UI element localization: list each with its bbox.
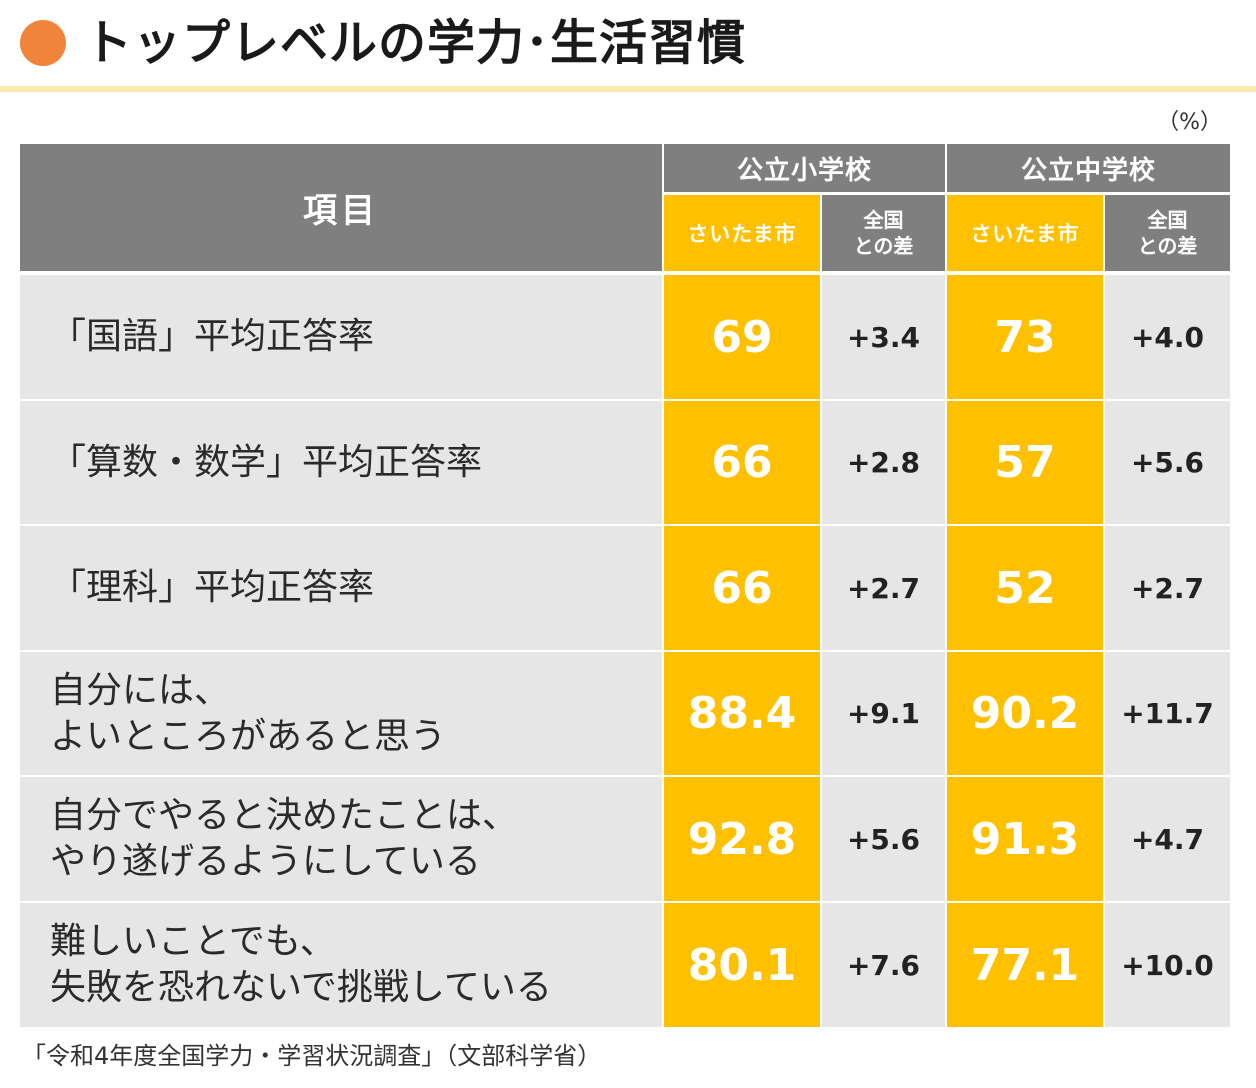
junior-high-diff-value: +2.7 bbox=[1105, 526, 1230, 650]
item-column-header: 項目 bbox=[20, 144, 662, 271]
elementary-city-value: 92.8 bbox=[664, 777, 820, 901]
row-label: 自分でやると決めたことは、 やり遂げるようにしている bbox=[20, 777, 662, 901]
elementary-city-value: 69 bbox=[664, 275, 820, 399]
diff-header-line-2: との差 bbox=[1137, 234, 1198, 258]
junior-high-national-diff-header: 全国 との差 bbox=[1105, 195, 1230, 271]
elementary-diff-value: +9.1 bbox=[822, 652, 945, 775]
source-note: 「令和4年度全国学力・学習状況調査」（文部科学省） bbox=[22, 1042, 602, 1070]
junior-high-city-value: 77.1 bbox=[947, 903, 1103, 1027]
elementary-diff-value: +2.7 bbox=[822, 526, 945, 650]
elementary-city-value: 88.4 bbox=[664, 652, 820, 775]
row-label: 自分には、 よいところがあると思う bbox=[20, 652, 662, 775]
elementary-city-value: 66 bbox=[664, 526, 820, 650]
diff-header-line-1: 全国 bbox=[863, 208, 904, 232]
junior-high-city-value: 90.2 bbox=[947, 652, 1103, 775]
row-label: 「理科」平均正答率 bbox=[20, 526, 662, 650]
junior-high-diff-value: +4.0 bbox=[1105, 275, 1230, 399]
junior-high-city-value: 52 bbox=[947, 526, 1103, 650]
page-title: トップレベルの学力･生活習慣 bbox=[84, 15, 747, 71]
junior-high-city-header: さいたま市 bbox=[947, 195, 1103, 271]
elementary-city-value: 66 bbox=[664, 401, 820, 524]
junior-high-diff-value: +4.7 bbox=[1105, 777, 1230, 901]
elementary-city-header: さいたま市 bbox=[664, 195, 820, 271]
orange-dot-icon bbox=[20, 20, 66, 66]
row-label: 「算数・数学」平均正答率 bbox=[20, 401, 662, 524]
junior-high-city-value: 73 bbox=[947, 275, 1103, 399]
title-underline bbox=[0, 86, 1256, 92]
elementary-diff-value: +3.4 bbox=[822, 275, 945, 399]
page-header: トップレベルの学力･生活習慣 bbox=[0, 0, 1256, 86]
row-label: 「国語」平均正答率 bbox=[20, 275, 662, 399]
diff-header-line-1: 全国 bbox=[1147, 208, 1188, 232]
junior-high-city-value: 57 bbox=[947, 401, 1103, 524]
junior-high-diff-value: +11.7 bbox=[1105, 652, 1230, 775]
elementary-diff-value: +7.6 bbox=[822, 903, 945, 1027]
elementary-national-diff-header: 全国 との差 bbox=[822, 195, 945, 271]
elementary-city-value: 80.1 bbox=[664, 903, 820, 1027]
results-table: 項目 公立小学校 公立中学校 さいたま市 全国 との差 さいたま市 全国 との差… bbox=[20, 144, 1230, 1029]
row-label: 難しいことでも、 失敗を恐れないで挑戦している bbox=[20, 903, 662, 1027]
elementary-diff-value: +5.6 bbox=[822, 777, 945, 901]
junior-high-school-header: 公立中学校 bbox=[947, 144, 1230, 192]
junior-high-diff-value: +10.0 bbox=[1105, 903, 1230, 1027]
elementary-diff-value: +2.8 bbox=[822, 401, 945, 524]
elementary-school-header: 公立小学校 bbox=[664, 144, 945, 192]
junior-high-city-value: 91.3 bbox=[947, 777, 1103, 901]
junior-high-diff-value: +5.6 bbox=[1105, 401, 1230, 524]
unit-label: （%） bbox=[1157, 110, 1222, 135]
diff-header-line-2: との差 bbox=[853, 234, 914, 258]
